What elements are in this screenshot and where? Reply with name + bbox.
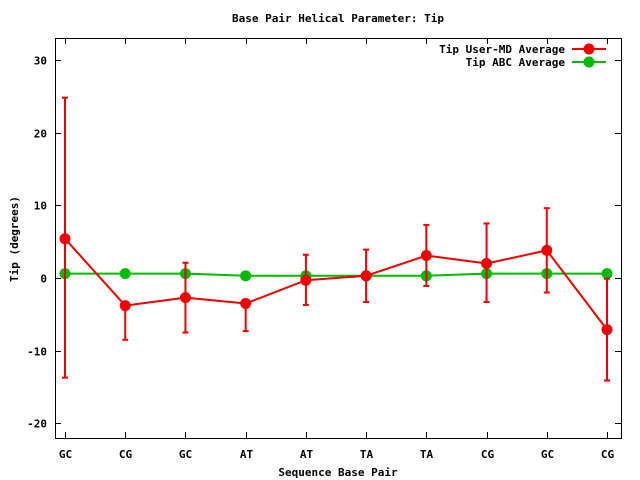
- plot-frame: [55, 38, 622, 439]
- y-axis-ticks: -20 -10 0 10 20 30: [27, 55, 621, 431]
- legend-marker-abc: [583, 56, 595, 68]
- x-tick-label: TA: [420, 448, 434, 461]
- data-point-user-md: [420, 249, 432, 261]
- data-point-user-md: [59, 233, 71, 245]
- legend-label-abc: Tip ABC Average: [466, 56, 566, 69]
- y-tick-label: -10: [27, 346, 47, 359]
- x-tick-label: GC: [541, 448, 554, 461]
- series-line-abc: [65, 272, 607, 277]
- data-point-user-md: [541, 244, 553, 256]
- x-tick-label: TA: [360, 448, 374, 461]
- x-axis-ticks: GC CG GC AT AT TA TA CG GC CG: [59, 38, 615, 461]
- data-point-user-md: [119, 300, 131, 312]
- data-point-user-md: [601, 324, 613, 336]
- legend-label-user-md: Tip User-MD Average: [439, 43, 565, 56]
- data-point-user-md: [179, 292, 191, 304]
- x-tick-label: GC: [59, 448, 72, 461]
- y-tick-label: 30: [34, 55, 47, 68]
- x-tick-label: CG: [481, 448, 495, 461]
- y-tick-label: 20: [34, 128, 47, 141]
- series-layer: [59, 96, 613, 382]
- data-point-abc: [119, 268, 131, 280]
- data-point-user-md: [360, 270, 372, 282]
- x-tick-label: AT: [240, 448, 254, 461]
- x-tick-label: AT: [300, 448, 314, 461]
- y-tick-label: 0: [40, 273, 47, 286]
- x-tick-label: CG: [601, 448, 615, 461]
- x-axis-label: Sequence Base Pair: [278, 466, 398, 479]
- data-point-user-md: [300, 274, 312, 286]
- y-tick-label: -20: [27, 418, 47, 431]
- series-user-md: [59, 96, 613, 382]
- y-axis-label: Tip (degrees): [8, 196, 21, 282]
- data-point-abc: [240, 270, 252, 282]
- x-tick-label: CG: [119, 448, 133, 461]
- legend-marker-user-md: [583, 43, 595, 55]
- data-point-user-md: [240, 297, 252, 309]
- y-tick-label: 10: [34, 200, 47, 213]
- chart-title: Base Pair Helical Parameter: Tip: [232, 12, 444, 25]
- data-point-user-md: [481, 257, 493, 269]
- data-point-abc: [601, 268, 613, 280]
- x-tick-label: GC: [179, 448, 192, 461]
- series-line-user-md: [64, 238, 608, 331]
- legend: Tip User-MD Average Tip ABC Average: [439, 43, 606, 69]
